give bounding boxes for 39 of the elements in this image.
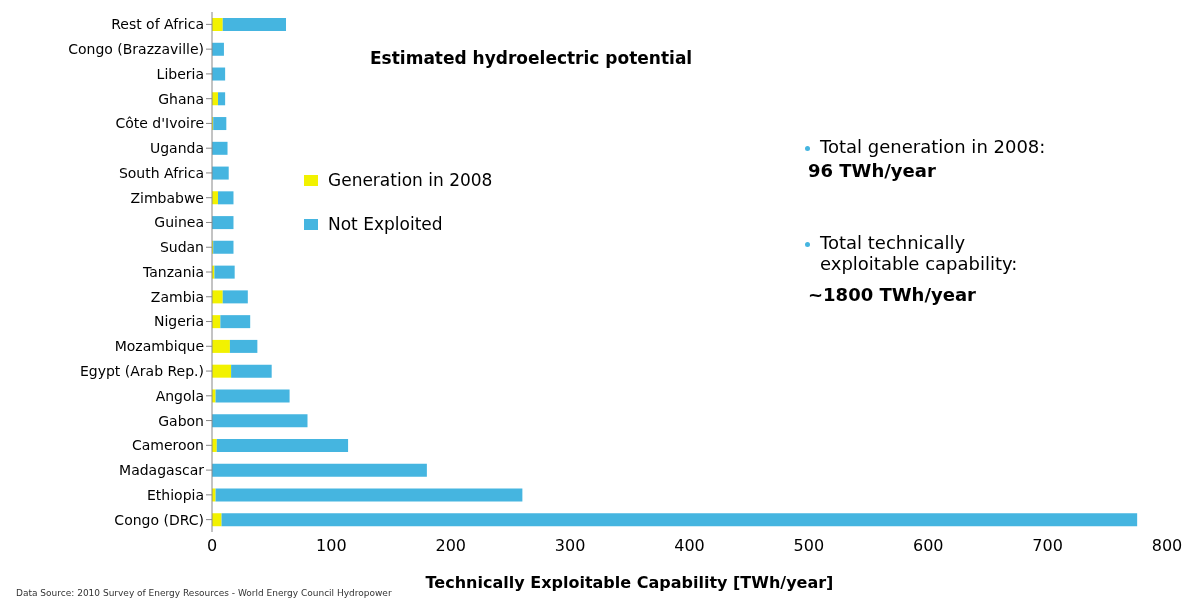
y-tick-label: Mozambique [114, 338, 204, 355]
x-tick-label: 700 [1032, 536, 1063, 556]
x-tick-label: 0 [206, 536, 218, 556]
x-tick-label: 100 [316, 536, 347, 556]
y-tick-label: Congo (DRC) [114, 511, 204, 528]
x-axis-title: Technically Exploitable Capability [TWh/year] [425, 573, 834, 592]
x-tick-label: 400 [674, 536, 705, 556]
annotation: 96 TWh/year [808, 160, 936, 181]
x-tick-label: 600 [912, 536, 944, 556]
y-tick-label: Nigeria [153, 313, 204, 330]
y-tick-label: Egypt (Arab Rep.) [79, 363, 204, 380]
y-tick-label: Gabon [158, 412, 204, 429]
y-tick-label: Congo (Brazzaville) [68, 41, 204, 58]
y-tick-label: Angola [155, 387, 204, 404]
annotation: Total generation in 2008: [820, 136, 1046, 157]
source-note: Data Source: 2010 Survey of Energy Resources - World Energy Council Hydropower [16, 588, 393, 598]
y-tick-label: Uganda [149, 140, 204, 157]
y-tick-label: Sudan [159, 239, 204, 256]
x-tick-label: 500 [793, 536, 825, 556]
y-tick-label: Liberia [156, 65, 204, 82]
y-tick-label: Guinea [154, 214, 204, 231]
y-tick-label: Cameroon [131, 437, 204, 454]
y-tick-label: Zambia [150, 288, 204, 305]
y-tick-label: Tanzania [142, 263, 204, 280]
x-tick-label: 300 [554, 536, 586, 556]
y-tick-label: South Africa [118, 164, 204, 181]
annotation: Total technically exploitable capability: [820, 232, 1019, 274]
text: Estimated hydroelectric potential [370, 48, 693, 68]
x-tick-label: 200 [435, 536, 467, 556]
y-tick-label: Ghana [158, 90, 204, 107]
y-tick-label: Rest of Africa [111, 16, 204, 33]
legend-label: Not Exploited [328, 214, 443, 234]
annotation: ~1800 TWh/year [808, 284, 976, 305]
y-tick-label: Ethiopia [146, 486, 204, 503]
y-tick-label: Zimbabwe [130, 189, 204, 206]
legend-label: Generation in 2008 [328, 170, 493, 190]
y-tick-label: Côte d'Ivoire [115, 115, 204, 132]
y-tick-label: Madagascar [119, 462, 205, 479]
x-tick-label: 800 [1151, 536, 1183, 556]
